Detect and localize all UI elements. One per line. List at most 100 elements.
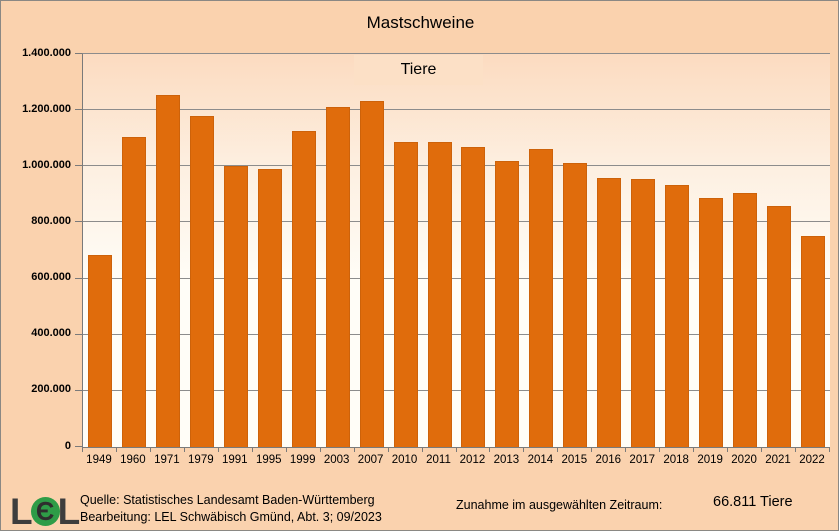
- bar-slot-1949: [83, 54, 117, 447]
- x-tick-label-2017: 2017: [629, 454, 656, 466]
- y-tick-mark: [75, 333, 82, 335]
- bar-slot-2012: [456, 54, 490, 447]
- bar-slot-1979: [185, 54, 219, 447]
- gridline-400.000: [83, 333, 830, 335]
- x-tick-mark: [82, 447, 83, 452]
- bar-slot-2013: [490, 54, 524, 447]
- y-tick-mark: [75, 109, 82, 111]
- x-tick-label-2020: 2020: [731, 454, 757, 466]
- bar-slot-1991: [219, 54, 253, 447]
- x-tick-mark: [387, 447, 389, 452]
- x-tick-mark: [319, 447, 321, 452]
- x-tick-label-1949: 1949: [86, 454, 112, 466]
- y-tick-mark: [75, 446, 82, 447]
- y-tick-mark: [75, 221, 82, 223]
- x-tick-label-2022: 2022: [799, 454, 825, 466]
- bar-2018: [665, 185, 690, 447]
- bar-1949: [87, 255, 112, 447]
- bar-slot-2019: [694, 54, 728, 447]
- x-tick-mark: [523, 447, 525, 452]
- x-tick-mark: [761, 447, 763, 452]
- bar-1971: [155, 95, 180, 447]
- x-tick-label-2013: 2013: [493, 454, 520, 466]
- gridline-1.000.000: [83, 165, 830, 167]
- bar-slot-1971: [151, 54, 185, 447]
- x-tick-label-1971: 1971: [154, 454, 180, 466]
- y-tick-label-0: 0: [64, 439, 71, 452]
- bar-2021: [767, 206, 792, 447]
- x-axis-labels: 1949 1960 1971 1979 1991 1995 1999 2003 2007 2010…: [82, 454, 829, 466]
- chart-title: Mastschweine: [366, 13, 475, 32]
- bar-slot-2022: [796, 54, 830, 447]
- y-tick-mark: [75, 53, 82, 54]
- bar-slot-2016: [592, 54, 626, 447]
- editing-line: Bearbeitung: LEL Schwäbisch Gmünd, Abt. …: [80, 510, 382, 524]
- x-tick-mark: [625, 447, 627, 452]
- lel-logo: L Є L: [10, 491, 80, 532]
- bar-2010: [393, 142, 418, 447]
- bar-2017: [631, 179, 656, 447]
- bar-slot-2015: [558, 54, 592, 447]
- bar-2022: [800, 236, 825, 447]
- source-line: Quelle: Statistisches Landesamt Baden-Wü…: [80, 493, 375, 507]
- x-tick-label-2018: 2018: [663, 454, 689, 466]
- bar-slot-2017: [626, 54, 660, 447]
- y-tick-label-200.000: 200.000: [31, 383, 71, 396]
- bar-1999: [291, 131, 316, 447]
- x-tick-label-2019: 2019: [697, 454, 723, 466]
- x-tick-mark: [591, 447, 593, 452]
- y-tick-label-1.200.000: 1.200.000: [22, 102, 71, 115]
- logo-letter-l1: L: [10, 491, 33, 532]
- bar-slot-2014: [524, 54, 558, 447]
- bar-2007: [359, 101, 384, 447]
- x-tick-label-2003: 2003: [323, 454, 350, 466]
- x-tick-label-2021: 2021: [765, 454, 791, 466]
- bar-1991: [223, 166, 248, 447]
- footer-source-block: Quelle: Statistisches Landesamt Baden-Wü…: [80, 492, 382, 526]
- x-tick-mark: [251, 447, 253, 452]
- x-tick-mark: [421, 447, 423, 452]
- x-tick-label-2011: 2011: [426, 454, 451, 466]
- bar-2012: [461, 147, 486, 447]
- bar-2011: [427, 142, 452, 447]
- plot-area: [82, 53, 830, 448]
- x-tick-label-2010: 2010: [391, 454, 418, 466]
- x-tick-mark: [557, 447, 559, 452]
- x-tick-label-1999: 1999: [289, 454, 316, 466]
- gridline-600.000: [83, 277, 830, 279]
- bar-slot-2007: [355, 54, 389, 447]
- bar-slot-2020: [728, 54, 762, 447]
- bar-2019: [699, 198, 724, 447]
- bar-slot-1995: [253, 54, 287, 447]
- y-tick-label-1.400.000: 1.400.000: [22, 46, 71, 59]
- x-tick-mark: [149, 447, 151, 452]
- x-tick-mark: [727, 447, 729, 452]
- x-tick-mark: [183, 447, 185, 452]
- gridline-1.200.000: [83, 109, 830, 111]
- x-tick-label-1960: 1960: [120, 454, 146, 466]
- bars-row: [83, 54, 830, 447]
- gridline-200.000: [83, 389, 830, 391]
- bar-2014: [529, 149, 554, 447]
- legend: Tiere: [354, 55, 483, 85]
- x-tick-label-2014: 2014: [527, 454, 554, 466]
- x-tick-mark: [217, 447, 219, 452]
- bar-slot-2003: [321, 54, 355, 447]
- y-tick-label-1.000.000: 1.000.000: [22, 158, 71, 171]
- bar-slot-2011: [423, 54, 457, 447]
- logo-globe-icon: Є: [30, 497, 60, 526]
- x-tick-label-1991: 1991: [221, 454, 248, 466]
- x-tick-mark: [795, 447, 797, 452]
- x-tick-mark: [353, 447, 355, 452]
- y-tick-label-400.000: 400.000: [31, 327, 71, 340]
- bar-1979: [189, 116, 214, 447]
- legend-label: Tiere: [400, 61, 437, 78]
- x-tick-mark: [693, 447, 695, 452]
- bar-slot-2018: [660, 54, 694, 447]
- bar-2015: [563, 163, 588, 447]
- x-tick-mark: [659, 447, 661, 452]
- y-tick-mark: [75, 277, 82, 279]
- gridline-800.000: [83, 221, 830, 223]
- bar-2020: [733, 193, 758, 447]
